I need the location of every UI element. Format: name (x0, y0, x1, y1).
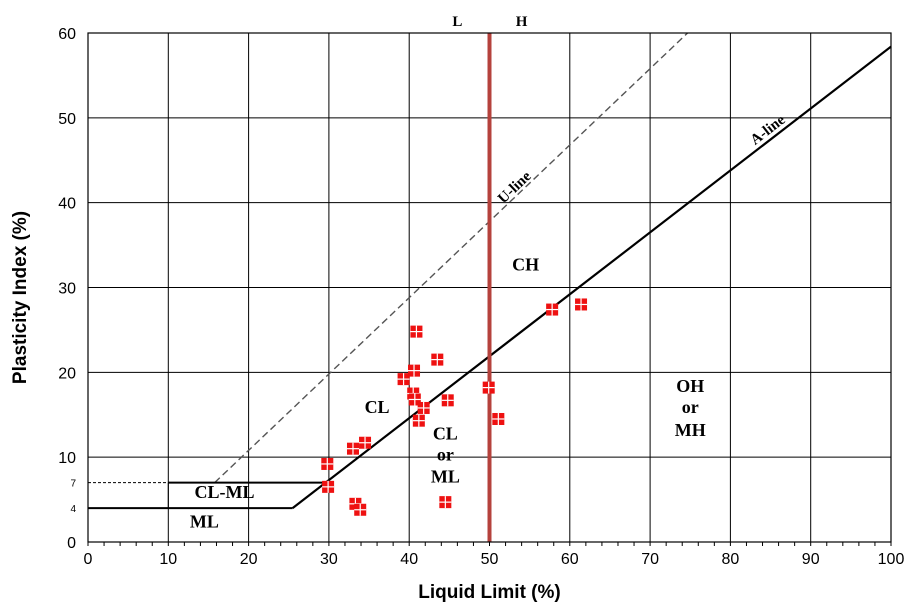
x-tick-label: 40 (400, 551, 418, 568)
u-line-label: U-line (495, 168, 535, 207)
zone-label-ml: ML (190, 512, 219, 532)
zone-label-ohmh-2: or (682, 397, 699, 417)
y-tick-label: 30 (58, 281, 76, 298)
y-tick-label: 50 (58, 111, 76, 128)
data-point (410, 325, 423, 338)
zone-label-clorml-2: or (437, 445, 454, 465)
data-point (359, 436, 372, 449)
x-tick-label: 50 (481, 551, 499, 568)
zone-label-ch: CH (512, 255, 539, 275)
low-plasticity-label: L (452, 14, 462, 30)
zone-label-clml: CL-ML (195, 482, 255, 502)
zone-label-ohmh-3: MH (675, 420, 706, 440)
x-tick-label: 80 (722, 551, 740, 568)
data-point (431, 353, 444, 366)
x-tick-label: 100 (878, 551, 905, 568)
x-tick-label: 0 (84, 551, 93, 568)
y-tick-label: 10 (58, 450, 76, 467)
x-tick-label: 30 (320, 551, 338, 568)
data-point (575, 298, 588, 311)
axes: 0 10 20 30 40 50 60 70 80 90 100 0 10 20 30 40 50 60 4 7 Liq… (10, 26, 904, 603)
data-point (482, 381, 495, 394)
a-line (291, 45, 892, 509)
y-tick-label-minor: 4 (70, 504, 76, 515)
y-tick-label: 20 (58, 365, 76, 382)
x-tick-label: 20 (240, 551, 258, 568)
y-tick-label-minor: 7 (70, 479, 76, 490)
x-tick-label: 90 (802, 551, 820, 568)
zone-label-clorml-1: CL (433, 423, 458, 443)
data-point (346, 442, 359, 455)
data-point (321, 457, 334, 470)
x-tick-label: 60 (561, 551, 579, 568)
data-point (441, 394, 454, 407)
zone-label-cl: CL (365, 397, 390, 417)
u-line (214, 32, 689, 484)
zone-label-clorml-3: ML (431, 467, 460, 487)
high-plasticity-label: H (516, 14, 528, 30)
y-tick-label: 0 (67, 535, 76, 552)
y-axis-title: Plasticity Index (%) (10, 211, 31, 384)
data-point (397, 373, 410, 386)
x-tick-label: 10 (159, 551, 177, 568)
data-point (408, 364, 421, 377)
data-point (417, 401, 430, 414)
data-point (412, 414, 425, 427)
y-tick-label: 40 (58, 196, 76, 213)
x-axis-title: Liquid Limit (%) (418, 582, 560, 603)
data-points (321, 298, 588, 516)
y-tick-label: 60 (58, 26, 76, 43)
data-point (439, 496, 452, 509)
x-tick-label: 70 (641, 551, 659, 568)
data-point (354, 503, 367, 516)
data-point (492, 412, 505, 425)
zone-label-ohmh-1: OH (676, 376, 704, 396)
data-point (322, 480, 335, 493)
data-point (546, 303, 559, 316)
